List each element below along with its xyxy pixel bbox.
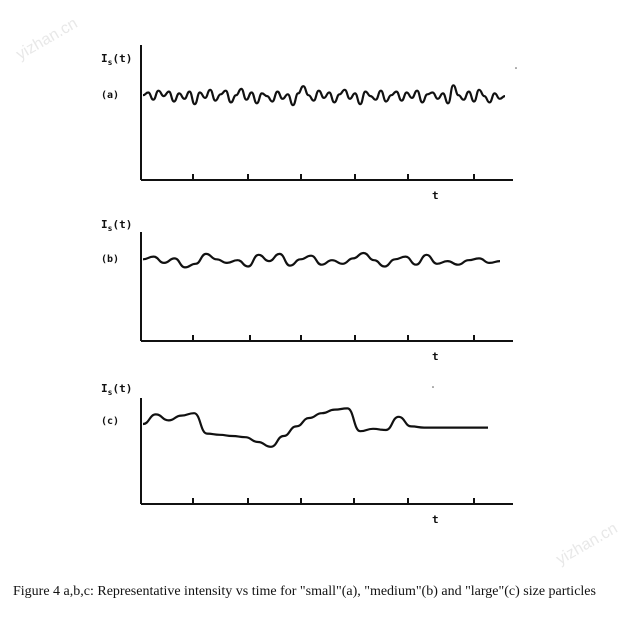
series-line (142, 407, 488, 448)
panel-label: (a) (101, 90, 119, 101)
panel-label: (b) (101, 254, 119, 265)
scan-speck (432, 386, 434, 388)
y-axis-label: Is(t) (101, 382, 132, 397)
series-line (142, 251, 501, 269)
series-line (142, 84, 506, 107)
x-axis-label: t (432, 350, 439, 363)
x-axis-label: t (432, 513, 439, 526)
y-axis-label: Is(t) (101, 218, 132, 233)
y-axis-label: Is(t) (101, 52, 132, 67)
scan-speck (515, 67, 517, 69)
chart-panel-3: Is(t) (c) t (101, 382, 513, 526)
chart-panel-2: Is(t) (b) t (101, 218, 513, 363)
x-axis-label: t (432, 189, 439, 202)
watermark-text: yizhan.cn (14, 15, 81, 64)
chart-panel-1: Is(t) (a) t (101, 45, 513, 202)
panel-label: (c) (101, 416, 119, 427)
watermark-text: yizhan.cn (554, 520, 621, 569)
figure-caption: Figure 4 a,b,c: Representative intensity… (13, 584, 596, 599)
